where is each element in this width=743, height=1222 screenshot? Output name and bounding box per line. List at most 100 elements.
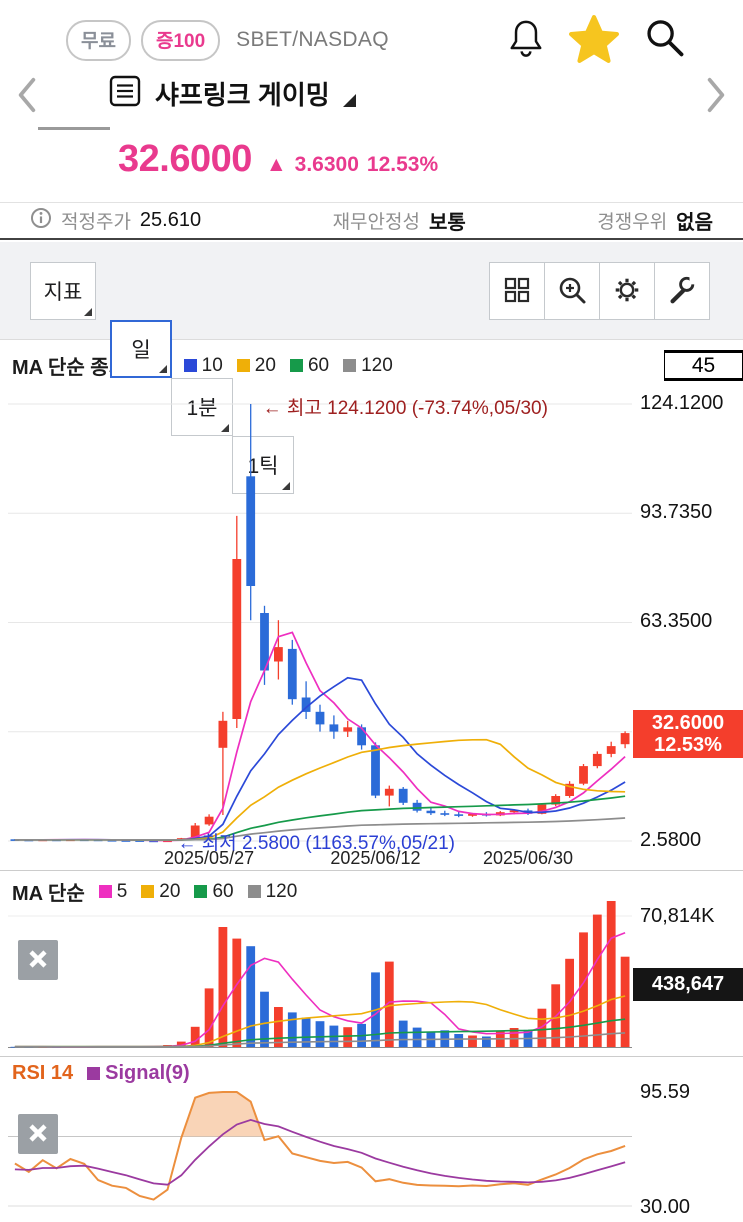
close-volume-panel-button[interactable]	[18, 940, 58, 980]
timeframe-day-button[interactable]: 일	[110, 320, 172, 378]
tools-button[interactable]	[654, 262, 710, 320]
timeframe-1min-button[interactable]: 1분	[171, 378, 233, 436]
badge-margin-100[interactable]: 증100	[140, 19, 221, 61]
grid-icon	[502, 275, 532, 308]
badge-free[interactable]: 무료	[66, 19, 131, 61]
rsi-axis-min: 30.00	[640, 1196, 691, 1218]
y-axis-label: 124.1200	[640, 392, 724, 414]
price-ma-legend: MA 단순 종가 5 10 20 60 120	[12, 351, 393, 380]
rsi-chart[interactable]	[0, 1058, 743, 1222]
legend-title: MA 단순	[12, 883, 85, 905]
next-stock-button[interactable]	[703, 76, 729, 117]
price-tag: 32.6000 12.53%	[633, 710, 743, 759]
x-axis-label: 2025/05/27	[164, 848, 255, 868]
price-chart[interactable]	[0, 385, 743, 853]
title-bar: 샤프링크 게이밍	[0, 70, 743, 120]
candle-count-input[interactable]: 45	[664, 350, 743, 381]
search-button[interactable]	[643, 17, 687, 64]
competitive-advantage-group: 경쟁우위 없음	[597, 206, 713, 235]
chevron-left-icon	[14, 77, 40, 117]
stock-title-group[interactable]: 샤프링크 게이밍	[108, 70, 356, 116]
metric-value: 25.610	[139, 209, 202, 231]
chevron-right-icon	[703, 77, 729, 117]
metric-value: 없음	[676, 212, 713, 234]
high-annotation: ← 최고 124.1200 (-73.74%,05/30)	[262, 398, 548, 419]
volume-chart[interactable]	[0, 872, 743, 1050]
pager-scroll-indicator	[38, 127, 110, 130]
header: 무료 증100 SBET/NASDAQ	[0, 12, 743, 68]
timeframe-1tick-button[interactable]: 1틱	[232, 436, 294, 494]
search-icon	[643, 17, 687, 64]
metric-value: 보통	[428, 212, 466, 234]
price-tag-value: 32.6000	[651, 712, 725, 735]
close-icon	[27, 948, 49, 973]
current-price: 32.6000	[118, 138, 252, 180]
change-value: 3.6300	[294, 153, 359, 176]
legend-title: MA 단순 종가	[12, 357, 128, 379]
fair-price-group[interactable]: 적정주가 25.610	[30, 207, 201, 234]
signal-legend: Signal(9)	[87, 1062, 190, 1085]
gear-icon	[612, 275, 642, 308]
zoom-in-icon	[557, 275, 587, 308]
ma-10-swatch	[183, 359, 197, 372]
close-rsi-panel-button[interactable]	[18, 1114, 58, 1154]
x-axis-label: 2025/06/30	[482, 848, 574, 868]
alerts-button[interactable]	[507, 18, 545, 63]
close-icon	[27, 1122, 49, 1147]
prev-stock-button[interactable]	[14, 76, 40, 117]
stock-info-icon	[108, 74, 142, 113]
ma-120-legend: 120	[343, 355, 393, 377]
vma-5-swatch	[98, 885, 112, 898]
ma-120-swatch	[343, 359, 357, 372]
metric-label: 경쟁우위	[597, 212, 668, 233]
price-tag-percent: 12.53%	[654, 734, 722, 757]
zoom-button[interactable]	[544, 262, 600, 320]
ma-60-swatch	[289, 359, 303, 372]
star-icon	[569, 14, 619, 66]
y-axis-label: 63.3500	[640, 610, 713, 632]
y-axis-label: 2.5800	[640, 829, 702, 851]
vma-20-swatch	[141, 885, 155, 898]
signal-swatch	[87, 1067, 101, 1080]
vma-20-legend: 20	[141, 881, 180, 903]
rsi-label: RSI 14	[12, 1062, 74, 1084]
price-row: 32.6000 ▲ 3.6300 12.53%	[118, 138, 438, 181]
vma-120-swatch	[247, 885, 261, 898]
x-axis-label: 2025/06/12	[330, 848, 421, 868]
chart-toolbar: 지표 일 1분 1틱	[0, 242, 743, 494]
settings-button[interactable]	[599, 262, 655, 320]
rsi-axis-max: 95.59	[640, 1081, 691, 1103]
ticker-symbol: SBET/NASDAQ	[236, 28, 389, 51]
price-change: ▲ 3.6300 12.53%	[266, 153, 438, 177]
financial-stability-group: 재무안정성 보통	[333, 206, 466, 235]
favorite-button[interactable]	[569, 14, 619, 66]
panel-divider	[0, 1056, 743, 1057]
volume-ma-legend: MA 단순 5 20 60 120	[12, 877, 297, 906]
ma-10-legend: 10	[183, 355, 223, 377]
indicator-button[interactable]: 지표	[30, 262, 96, 320]
vma-60-swatch	[194, 885, 208, 898]
ma-60-legend: 60	[289, 355, 329, 377]
wrench-icon	[666, 274, 698, 309]
vma-60-legend: 60	[194, 881, 234, 903]
ma-20-legend: 20	[236, 355, 276, 377]
metric-label: 재무안정성	[332, 212, 420, 233]
metric-label: 적정주가	[61, 212, 131, 233]
layout-grid-button[interactable]	[489, 262, 545, 320]
bell-icon	[507, 18, 545, 63]
change-percent: 12.53%	[366, 153, 439, 176]
low-annotation: ← 최저 2.5800 (1163.57%,05/21)	[177, 833, 456, 854]
volume-tag: 438,647	[633, 968, 743, 1001]
panel-divider	[0, 870, 743, 871]
y-axis-label: 93.7350	[640, 501, 713, 523]
metrics-bar: 적정주가 25.610 재무안정성 보통 경쟁우위 없음	[0, 202, 743, 240]
info-icon	[30, 207, 52, 234]
up-arrow-icon: ▲	[265, 153, 287, 176]
ma-20-swatch	[236, 359, 250, 372]
rsi-legend: RSI 14 Signal(9)	[12, 1062, 190, 1085]
vma-5-legend: 5	[98, 881, 127, 903]
vma-120-legend: 120	[247, 881, 297, 903]
volume-axis-max: 70,814K	[640, 905, 715, 927]
stock-name: 샤프링크 게이밍	[155, 79, 330, 110]
